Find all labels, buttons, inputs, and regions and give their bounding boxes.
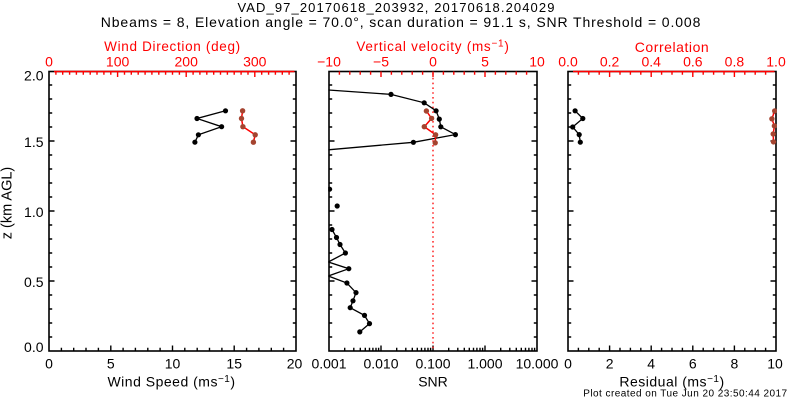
svg-text:z (km AGL): z (km AGL) (0, 167, 16, 240)
svg-text:0: 0 (429, 54, 437, 70)
svg-text:−10: −10 (317, 54, 341, 70)
svg-text:100: 100 (106, 54, 130, 70)
svg-text:4: 4 (647, 356, 655, 372)
svg-text:Wind Direction (deg): Wind Direction (deg) (104, 39, 241, 54)
svg-text:VAD_97_20170618_203932, 201706: VAD_97_20170618_203932, 20170618.204029 (237, 0, 555, 15)
svg-text:5: 5 (107, 356, 115, 372)
svg-text:300: 300 (243, 54, 267, 70)
svg-text:10: 10 (165, 356, 181, 372)
svg-text:5: 5 (481, 54, 489, 70)
svg-text:200: 200 (175, 54, 199, 70)
svg-text:0: 0 (564, 356, 572, 372)
svg-text:0: 0 (45, 54, 53, 70)
svg-text:Nbeams = 8, Elevation angle =: Nbeams = 8, Elevation angle = 70.0°, sca… (101, 14, 702, 30)
svg-text:1.5: 1.5 (24, 134, 44, 150)
svg-text:15: 15 (226, 356, 242, 372)
svg-text:1.0: 1.0 (766, 54, 786, 70)
svg-text:0.100: 0.100 (415, 356, 450, 372)
svg-text:SNR: SNR (418, 374, 448, 390)
svg-text:20: 20 (287, 356, 303, 372)
svg-text:0.010: 0.010 (363, 356, 398, 372)
svg-text:0.8: 0.8 (725, 54, 745, 70)
svg-text:8: 8 (731, 356, 739, 372)
svg-text:0.2: 0.2 (600, 54, 620, 70)
svg-text:0.001: 0.001 (311, 356, 346, 372)
svg-text:2.0: 2.0 (24, 67, 44, 83)
svg-text:0.0: 0.0 (24, 339, 44, 355)
svg-text:Correlation: Correlation (635, 39, 710, 55)
svg-text:10: 10 (767, 356, 783, 372)
svg-text:1.0: 1.0 (24, 204, 44, 220)
svg-text:6: 6 (689, 356, 697, 372)
svg-text:10.000: 10.000 (516, 356, 559, 372)
svg-text:Vertical velocity (ms−1): Vertical velocity (ms−1) (356, 39, 509, 55)
svg-text:Residual (ms−1): Residual (ms−1) (619, 374, 724, 390)
svg-text:Wind Speed (ms−1): Wind Speed (ms−1) (107, 374, 235, 390)
svg-text:0: 0 (45, 356, 53, 372)
svg-text:0.6: 0.6 (683, 54, 703, 70)
svg-text:Plot created on Tue Jun 20 23:: Plot created on Tue Jun 20 23:50:44 2017 (583, 388, 787, 399)
svg-text:−5: −5 (373, 54, 389, 70)
svg-text:10: 10 (529, 54, 545, 70)
svg-text:0.4: 0.4 (641, 54, 661, 70)
svg-text:0.5: 0.5 (24, 274, 44, 290)
svg-text:0.0: 0.0 (558, 54, 578, 70)
svg-text:1.000: 1.000 (467, 356, 502, 372)
svg-text:2: 2 (606, 356, 614, 372)
